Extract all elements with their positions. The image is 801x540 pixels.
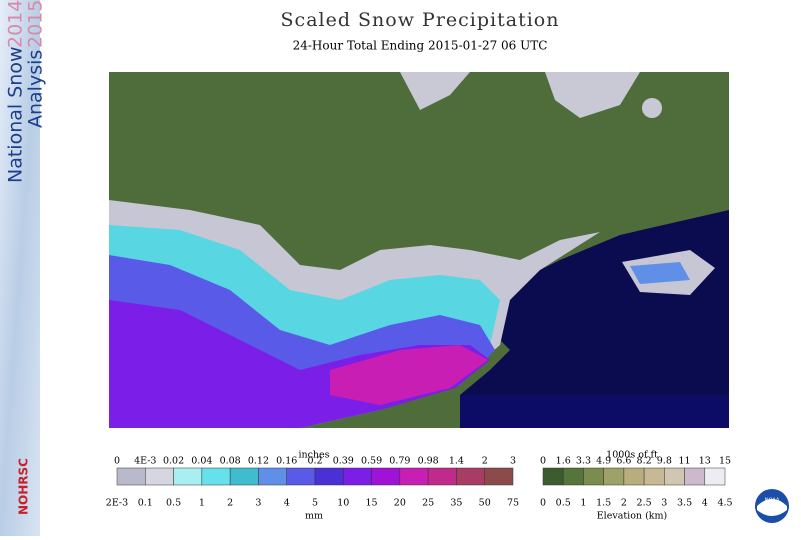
- snow-blue: [630, 262, 690, 284]
- legend-unit: mm: [305, 511, 323, 522]
- legend-unit: Elevation (km): [597, 511, 668, 522]
- legend-label: 2: [621, 498, 627, 509]
- legend-label: 0.1: [138, 498, 153, 509]
- legend-swatch: [562, 467, 584, 486]
- logo: NOAA: [755, 489, 789, 523]
- legend-label: 0: [540, 456, 546, 467]
- legend-label: 0.98: [418, 456, 439, 467]
- legend-swatch: [229, 467, 259, 486]
- snow-magenta: [330, 345, 488, 405]
- legend-label: 0.5: [556, 498, 571, 509]
- legend-label: 13: [699, 456, 711, 467]
- legend-label: 0.79: [389, 456, 410, 467]
- sidebar-org: NOHRSC: [17, 458, 31, 515]
- legend-label: 25: [422, 498, 434, 509]
- legend-label: 0.2: [307, 456, 322, 467]
- legend-swatch: [664, 467, 685, 486]
- title: Scaled Snow Precipitation: [281, 9, 560, 31]
- logo-bird: [757, 499, 787, 516]
- legend-label: 2E-3: [106, 498, 128, 509]
- legend-label: 9.8: [657, 456, 672, 467]
- legend-label: 1.5: [596, 498, 611, 509]
- legend-swatch: [343, 467, 372, 486]
- legend-label: 0.08: [220, 456, 241, 467]
- legend-swatch: [643, 467, 665, 486]
- legend-label: 0.12: [248, 456, 269, 467]
- legend-label: 50: [479, 498, 491, 509]
- legend-unit: 1000s of ft: [606, 450, 658, 461]
- legend-label: 0.02: [163, 456, 184, 467]
- legend-swatch: [542, 467, 564, 486]
- legend-unit: inches: [298, 450, 329, 461]
- legend-label: 0: [114, 456, 120, 467]
- legend-label: 10: [337, 498, 349, 509]
- sidebar-bg: [0, 0, 40, 536]
- legend-swatch: [684, 467, 706, 486]
- legend-label: 1: [199, 498, 205, 509]
- legend-label: 35: [450, 498, 462, 509]
- legend-label: 4.9: [596, 456, 611, 467]
- legend-swatch: [371, 467, 401, 486]
- legend: inches mm 1000s of ft Elevation (km) 0 4E…: [106, 450, 733, 522]
- legend-label: 3: [255, 498, 261, 509]
- legend-label: 3.5: [677, 498, 692, 509]
- legend-label: 4: [702, 498, 708, 509]
- legend-label: 3: [510, 456, 516, 467]
- sidebar-title: National Snow: [5, 47, 27, 183]
- legend-swatch: [704, 467, 726, 486]
- legend-label: 0.5: [166, 498, 181, 509]
- subtitle: 24-Hour Total Ending 2015-01-27 06 UTC: [293, 39, 548, 53]
- legend-label: 15: [719, 456, 731, 467]
- legend-swatch: [484, 467, 514, 486]
- legend-label: 4E-3: [134, 456, 156, 467]
- logo-text: NOAA: [765, 498, 780, 504]
- legend-label: 4: [284, 498, 290, 509]
- legend-swatch: [116, 467, 146, 486]
- legend-swatch: [456, 467, 485, 486]
- legend-swatch: [623, 467, 645, 486]
- legend-label: 2.5: [637, 498, 652, 509]
- legend-swatch: [258, 467, 287, 486]
- legend-swatch: [427, 467, 457, 486]
- legend-label: 5: [312, 498, 318, 509]
- legend-label: 15: [366, 498, 378, 509]
- sidebar-title: Analysis: [25, 50, 47, 128]
- legend-label: 1: [580, 498, 586, 509]
- sidebar-year: 2015: [25, 0, 47, 48]
- legend-label: 0.16: [276, 456, 297, 467]
- legend-label: 0: [540, 498, 546, 509]
- legend-label: 2: [482, 456, 488, 467]
- legend-swatch: [583, 467, 604, 486]
- legend-swatch: [145, 467, 174, 486]
- legend-swatch: [399, 467, 429, 486]
- legend-label: 1.4: [449, 456, 464, 467]
- legend-label: 4.5: [717, 498, 732, 509]
- ocean: [460, 395, 729, 428]
- legend-label: 11: [679, 456, 691, 467]
- legend-label: 75: [507, 498, 519, 509]
- legend-label: 1.6: [556, 456, 571, 467]
- legend-label: 3.3: [576, 456, 591, 467]
- legend-label: 0.39: [333, 456, 354, 467]
- legend-swatch: [286, 467, 316, 486]
- legend-swatch: [173, 467, 203, 486]
- cloud-snow: [400, 72, 470, 110]
- cloud-snow: [642, 98, 662, 118]
- legend-swatch: [201, 467, 231, 486]
- cloud-snow: [545, 72, 640, 118]
- legend-label: 20: [394, 498, 406, 509]
- sidebar-year: 2014: [5, 0, 27, 48]
- map: [109, 72, 729, 428]
- legend-swatch: [603, 467, 625, 486]
- legend-label: 3: [661, 498, 667, 509]
- legend-label: 0.59: [361, 456, 382, 467]
- sidebar: National Snow Analysis 2014 2015 NOHRSC: [0, 0, 47, 536]
- legend-label: 0.04: [191, 456, 212, 467]
- legend-label: 6.6: [616, 456, 631, 467]
- legend-swatch: [314, 467, 344, 486]
- legend-label: 2: [227, 498, 233, 509]
- legend-label: 8.2: [637, 456, 652, 467]
